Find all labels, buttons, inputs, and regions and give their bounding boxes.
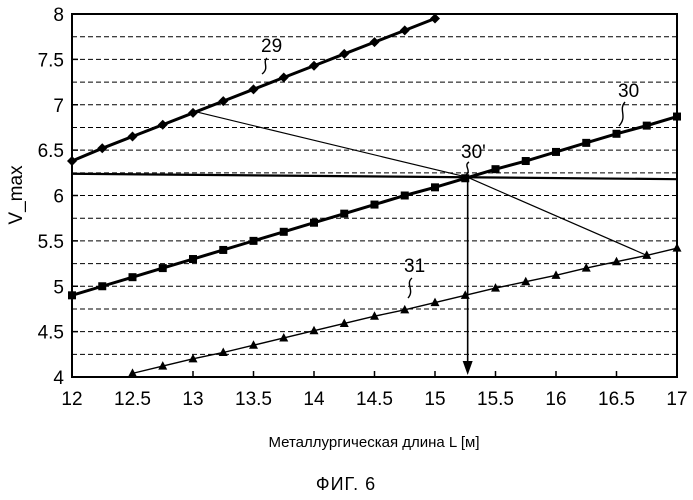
- y-tick-label: 5.5: [38, 232, 64, 253]
- marker-triangle-31: [551, 270, 561, 279]
- marker-diamond-29: [127, 131, 138, 142]
- marker-triangle-31: [370, 311, 379, 320]
- marker-triangle-31: [400, 304, 410, 314]
- marker-square-30: [98, 282, 107, 291]
- y-axis-title: V_max: [6, 165, 27, 225]
- marker-triangle-31: [642, 250, 652, 259]
- marker-triangle-31: [430, 297, 440, 307]
- x-tick-label: 16.5: [598, 389, 635, 410]
- marker-triangle-31: [581, 263, 591, 272]
- x-tick-label: 16: [545, 389, 566, 410]
- marker-triangle-31: [249, 340, 258, 349]
- marker-square-30: [189, 255, 197, 264]
- marker-square-30: [552, 147, 560, 156]
- marker-square-30: [400, 191, 409, 200]
- intersection-label-30-prime: 30': [461, 142, 486, 163]
- marker-square-30: [370, 200, 379, 209]
- marker-square-30: [310, 218, 318, 227]
- x-tick-label: 12.5: [114, 389, 151, 410]
- marker-diamond-29: [157, 119, 168, 130]
- x-tick-label: 15.5: [477, 389, 514, 410]
- marker-triangle-31: [309, 325, 319, 335]
- marker-square-30: [521, 157, 530, 166]
- marker-square-30: [249, 236, 258, 245]
- marker-square-30: [128, 273, 137, 282]
- marker-diamond-29: [369, 37, 380, 48]
- x-tick-label: 12: [61, 389, 82, 410]
- marker-square-30: [219, 245, 228, 254]
- markers-layer: [67, 13, 682, 377]
- marker-triangle-31: [521, 276, 531, 286]
- y-tick-label: 4.5: [38, 323, 64, 344]
- y-tick-label: 6.5: [38, 141, 64, 162]
- x-tick-label: 13.5: [235, 389, 272, 410]
- y-tick-label: 4: [53, 368, 64, 389]
- connector-line-upper: [192, 110, 468, 178]
- marker-triangle-31: [188, 353, 198, 363]
- marker-square-30: [491, 165, 500, 174]
- marker-triangle-31: [491, 283, 500, 292]
- x-tick-label: 13: [182, 389, 203, 410]
- marker-diamond-29: [188, 107, 198, 118]
- x-axis-title: Металлургическая длина L [м]: [268, 434, 479, 451]
- marker-square-30: [582, 138, 591, 147]
- x-tick-label: 15: [424, 389, 445, 410]
- ticks-layer: 12 12.5 13 13.5 14 14.5 15 15.5 16 16.5 17 4 4.5 5 5.5…: [38, 5, 688, 410]
- marker-diamond-29: [218, 96, 229, 107]
- marker-triangle-31: [218, 347, 228, 356]
- marker-square-30: [642, 121, 651, 130]
- series-label-31: 31: [404, 256, 425, 277]
- leader-29: [261, 57, 268, 75]
- leader-31: [407, 277, 413, 299]
- y-tick-label: 5: [53, 277, 64, 298]
- drop-arrowhead: [462, 361, 473, 375]
- figure-caption: ФИГ. 6: [316, 474, 376, 494]
- marker-square-30: [612, 129, 621, 138]
- y-tick-label: 6: [53, 187, 64, 208]
- y-tick-label: 8: [53, 5, 64, 26]
- y-tick-label: 7: [53, 96, 64, 117]
- marker-diamond-29: [309, 60, 319, 71]
- x-tick-label: 14.5: [356, 389, 393, 410]
- reference-horizontal-line: [71, 172, 678, 181]
- marker-triangle-31: [279, 332, 289, 342]
- annotation-layer: [71, 110, 678, 375]
- marker-diamond-29: [97, 143, 108, 154]
- marker-square-30: [431, 183, 439, 192]
- connector-line-lower: [467, 176, 647, 256]
- marker-square-30: [158, 264, 167, 273]
- marker-square-30: [340, 209, 349, 218]
- marker-triangle-31: [158, 361, 168, 370]
- y-tick-label: 7.5: [38, 50, 64, 71]
- series-label-29: 29: [261, 36, 282, 57]
- x-tick-label: 17: [666, 389, 687, 410]
- marker-diamond-29: [399, 25, 410, 36]
- x-tick-label: 14: [303, 389, 325, 410]
- marker-diamond-29: [248, 84, 259, 95]
- marker-square-30: [279, 227, 288, 236]
- leader-30-prime: [465, 161, 470, 176]
- marker-triangle-31: [339, 318, 349, 327]
- marker-diamond-29: [278, 72, 289, 83]
- marker-diamond-29: [339, 48, 350, 59]
- series-label-30: 30: [618, 81, 639, 102]
- grid-lines: [72, 36, 677, 355]
- marker-diamond-29: [430, 13, 440, 24]
- marker-triangle-31: [612, 256, 621, 266]
- leader-30: [618, 101, 626, 127]
